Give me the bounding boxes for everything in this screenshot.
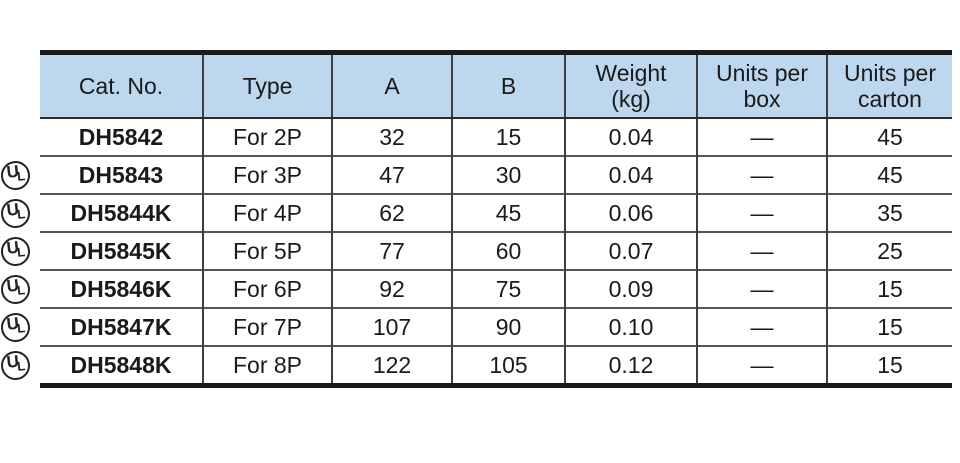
cell-type: For 6P <box>202 269 332 308</box>
cell-type: For 5P <box>202 231 332 270</box>
column-header-units-per-box: Units per box <box>696 52 827 119</box>
cell-units-per-carton: 15 <box>826 307 952 346</box>
cell-a: 62 <box>331 193 452 232</box>
cell-units-per-box: — <box>696 231 827 270</box>
ul-letter-l: L <box>16 244 26 260</box>
cell-weight: 0.06 <box>564 193 697 232</box>
table-header-row: Cat. No. Type A B Weight (kg) Units per … <box>40 52 952 119</box>
cell-units-per-carton: 45 <box>826 118 952 156</box>
cell-b: 45 <box>451 193 565 232</box>
cell-a: 107 <box>331 307 452 346</box>
column-header-type: Type <box>202 52 332 119</box>
cell-units-per-carton: 35 <box>826 193 952 232</box>
cell-units-per-box: — <box>696 307 827 346</box>
column-header-b: B <box>451 52 565 119</box>
cell-weight: 0.09 <box>564 269 697 308</box>
cell-units-per-box: — <box>696 269 827 308</box>
cell-a: 77 <box>331 231 452 270</box>
cell-a: 47 <box>331 155 452 194</box>
column-header-a: A <box>331 52 452 119</box>
cell-units-per-box: — <box>696 155 827 194</box>
table-row: DH5842 For 2P 32 15 0.04—45 <box>40 118 952 156</box>
ul-letter-l: L <box>16 206 26 222</box>
table-row: DH5845K For 5P 77 60 0.07—25 <box>40 231 952 270</box>
ul-letter-l: L <box>16 320 26 336</box>
ul-letter-l: L <box>16 358 26 374</box>
cell-b: 105 <box>451 345 565 386</box>
cell-a: 92 <box>331 269 452 308</box>
cell-type: For 7P <box>202 307 332 346</box>
cell-type: For 2P <box>202 118 332 156</box>
column-header-cat-no: Cat. No. <box>40 52 203 119</box>
cell-units-per-box: — <box>696 118 827 156</box>
table-row: DH5846K For 6P 92 75 0.09—15 <box>40 269 952 308</box>
cell-weight: 0.07 <box>564 231 697 270</box>
cell-type: For 4P <box>202 193 332 232</box>
cell-weight: 0.04 <box>564 155 697 194</box>
cell-weight: 0.10 <box>564 307 697 346</box>
cell-units-per-carton: 25 <box>826 231 952 270</box>
cell-units-per-carton: 45 <box>826 155 952 194</box>
cell-cat-no: DH5844K <box>40 193 203 232</box>
table-row: DH5843 For 3P 47 30 0.04—45 <box>40 155 952 194</box>
table-row: DH5844K For 4P 62 45 0.06—35 <box>40 193 952 232</box>
cell-b: 60 <box>451 231 565 270</box>
cell-a: 32 <box>331 118 452 156</box>
cell-cat-no: DH5842 <box>78 123 164 150</box>
cell-cat-no: DH5845K <box>40 231 203 270</box>
cell-a: 122 <box>331 345 452 386</box>
cell-units-per-carton: 15 <box>826 269 952 308</box>
cell-b: 15 <box>451 118 565 156</box>
cell-cat-no: DH5843 <box>40 155 203 194</box>
cell-type: For 8P <box>202 345 332 386</box>
column-header-units-per-carton: Units per carton <box>826 52 952 119</box>
ul-letter-l: L <box>16 282 26 298</box>
cell-units-per-box: — <box>696 345 827 386</box>
cell-cat-no: DH5847K <box>40 307 203 346</box>
cell-weight: 0.12 <box>564 345 697 386</box>
column-header-weight: Weight (kg) <box>564 52 697 119</box>
cell-type: For 3P <box>202 155 332 194</box>
cell-weight: 0.04 <box>564 118 697 156</box>
cell-cat-no: DH5848K <box>40 345 203 386</box>
product-spec-table: Cat. No. Type A B Weight (kg) Units per … <box>40 50 952 388</box>
cell-b: 90 <box>451 307 565 346</box>
cell-units-per-box: — <box>696 193 827 232</box>
table-row: DH5847K For 7P 107 90 0.10—15 <box>40 307 952 346</box>
table-row: DH5848K For 8P 122 105 0.12—15 <box>40 345 952 386</box>
cell-b: 75 <box>451 269 565 308</box>
cell-cat-no: DH5846K <box>40 269 203 308</box>
cell-b: 30 <box>451 155 565 194</box>
cell-units-per-carton: 15 <box>826 345 952 386</box>
ul-letter-l: L <box>16 168 26 184</box>
